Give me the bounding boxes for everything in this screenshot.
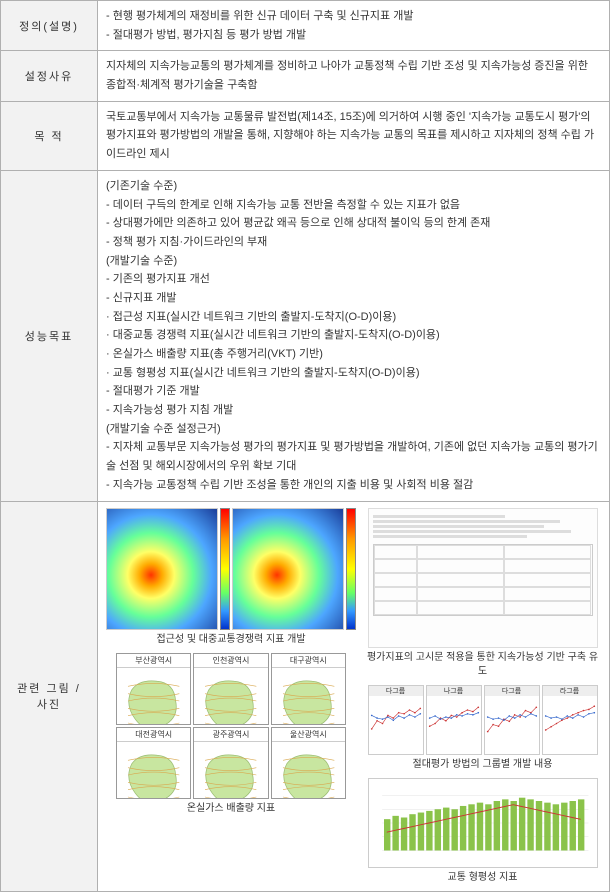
- text-line: - 지속가능성 평가 지침 개발: [106, 401, 601, 420]
- figure-heatmap: 접근성 및 대중교통경쟁력 지표 개발: [106, 508, 356, 647]
- figure-caption: 절대평가 방법의 그룹별 개발 내용: [413, 758, 553, 772]
- city-map-label: 인천광역시: [194, 654, 267, 668]
- row-header-purpose: 목 적: [1, 101, 98, 170]
- text-line: 지자체의 지속가능교통의 평가체계를 정비하고 나아가 교통정책 수립 기반 조…: [106, 57, 601, 94]
- city-map: 대전광역시: [116, 727, 191, 799]
- city-map-label: 부산광역시: [117, 654, 190, 668]
- text-line: - 지자체 교통부문 지속가능성 평가의 평가지표 및 평가방법을 개발하여, …: [106, 438, 601, 475]
- linechart: 라그룹: [542, 685, 598, 755]
- row-header-reason: 설정사유: [1, 51, 98, 101]
- figure-caption: 온실가스 배출량 지표: [187, 802, 275, 816]
- figure-linecharts: 다그룹 나그룹 다그룹 라그룹 절대평가 방법의 그룹별 개발 내용: [364, 685, 601, 772]
- linechart-title: 나그룹: [427, 686, 481, 696]
- main-table: 정의(설명) - 현행 평가체계의 재정비를 위한 신규 데이터 구축 및 신규…: [0, 0, 610, 892]
- text-line: - 상대평가에만 의존하고 있어 평균값 왜곡 등으로 인해 상대적 불이익 등…: [106, 214, 601, 233]
- city-map: 울산광역시: [271, 727, 346, 799]
- figures-left-col: 접근성 및 대중교통경쟁력 지표 개발 부산광역시 인천광역시 대구광역시대전광역시…: [106, 508, 356, 885]
- content-figures: 접근성 및 대중교통경쟁력 지표 개발 부산광역시 인천광역시 대구광역시대전광역시…: [98, 501, 610, 891]
- linechart-title: 다그룹: [369, 686, 423, 696]
- text-line: · 접근성 지표(실시간 네트워크 기반의 출발지-도착지(O-D)이용): [106, 308, 601, 327]
- figure-caption: 평가지표의 고시문 적용을 통한 지속가능성 기반 구축 유도: [364, 651, 601, 679]
- city-map: 광주광역시: [193, 727, 268, 799]
- barchart-image: [368, 778, 598, 868]
- row-header-performance: 성능목표: [1, 170, 98, 501]
- city-map: 대구광역시: [271, 653, 346, 725]
- heatmap-legend: [346, 508, 356, 630]
- content-performance: (기존기술 수준)- 데이터 구득의 한계로 인해 지속가능 교통 전반을 측정…: [98, 170, 610, 501]
- heatmap-legend: [220, 508, 230, 630]
- figure-caption: 교통 형평성 지표: [448, 871, 518, 885]
- text-line: - 신규지표 개발: [106, 289, 601, 308]
- text-line: (개발기술 수준): [106, 252, 601, 271]
- linechart: 다그룹: [484, 685, 540, 755]
- linechart-title: 라그룹: [543, 686, 597, 696]
- content-definition: - 현행 평가체계의 재정비를 위한 신규 데이터 구축 및 신규지표 개발 -…: [98, 1, 610, 51]
- city-map-label: 대전광역시: [117, 728, 190, 742]
- figure-caption: 접근성 및 대중교통경쟁력 지표 개발: [156, 633, 305, 647]
- city-map-label: 광주광역시: [194, 728, 267, 742]
- figure-document: 평가지표의 고시문 적용을 통한 지속가능성 기반 구축 유도: [364, 508, 601, 679]
- text-line: 국토교통부에서 지속가능 교통물류 발전법(제14조, 15조)에 의거하여 시…: [106, 108, 601, 164]
- text-line: - 절대평가 기준 개발: [106, 382, 601, 401]
- figures-right-col: 평가지표의 고시문 적용을 통한 지속가능성 기반 구축 유도 다그룹나그룹다그…: [364, 508, 601, 885]
- figure-barchart: 교통 형평성 지표: [364, 778, 601, 885]
- linechart-title: 다그룹: [485, 686, 539, 696]
- heatmap-image: [106, 508, 218, 630]
- text-line: - 정책 평가 지침·가이드라인의 부재: [106, 233, 601, 252]
- row-header-definition: 정의(설명): [1, 1, 98, 51]
- document-thumbnail: [368, 508, 598, 648]
- city-map-label: 울산광역시: [272, 728, 345, 742]
- text-line: · 교통 형평성 지표(실시간 네트워크 기반의 출발지-도착지(O-D)이용): [106, 364, 601, 383]
- content-purpose: 국토교통부에서 지속가능 교통물류 발전법(제14조, 15조)에 의거하여 시…: [98, 101, 610, 170]
- city-map: 인천광역시: [193, 653, 268, 725]
- figure-citymaps: 부산광역시 인천광역시 대구광역시대전광역시 광주광역시 울산광역시 온실가스 배출량 …: [106, 653, 356, 816]
- text-line: - 지속가능 교통정책 수립 기반 조성을 통한 개인의 지출 비용 및 사회적…: [106, 476, 601, 495]
- text-line: · 온실가스 배출량 지표(총 주행거리(VKT) 기반): [106, 345, 601, 364]
- text-line: - 절대평가 방법, 평가지침 등 평가 방법 개발: [106, 26, 601, 45]
- city-map-label: 대구광역시: [272, 654, 345, 668]
- linechart: 나그룹: [426, 685, 482, 755]
- text-line: - 데이터 구득의 한계로 인해 지속가능 교통 전반을 측정할 수 있는 지표…: [106, 196, 601, 215]
- heatmap-image: [232, 508, 344, 630]
- text-line: - 현행 평가체계의 재정비를 위한 신규 데이터 구축 및 신규지표 개발: [106, 7, 601, 26]
- text-line: (개발기술 수준 설정근거): [106, 420, 601, 439]
- content-reason: 지자체의 지속가능교통의 평가체계를 정비하고 나아가 교통정책 수립 기반 조…: [98, 51, 610, 101]
- linechart: 다그룹: [368, 685, 424, 755]
- text-line: (기존기술 수준): [106, 177, 601, 196]
- city-map: 부산광역시: [116, 653, 191, 725]
- row-header-figures: 관련 그림 / 사진: [1, 501, 98, 891]
- text-line: · 대중교통 경쟁력 지표(실시간 네트워크 기반의 출발지-도착지(O-D)이…: [106, 326, 601, 345]
- text-line: - 기존의 평가지표 개선: [106, 270, 601, 289]
